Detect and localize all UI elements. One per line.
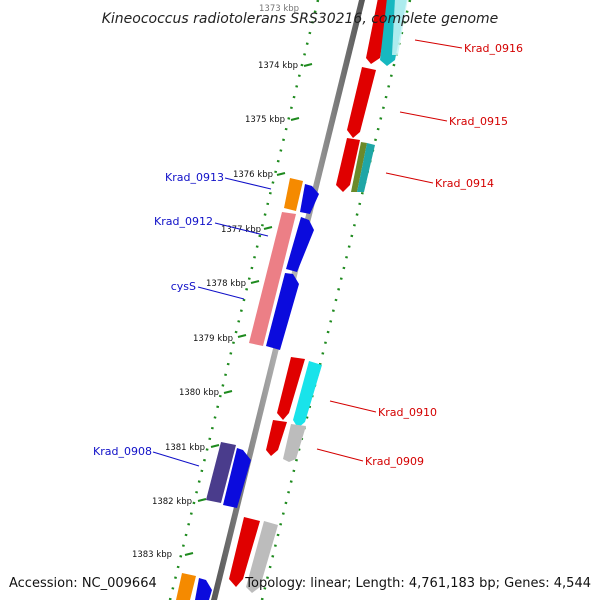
gene-cyss-blue[interactable] (266, 273, 299, 350)
gene-krad-0913-orange[interactable] (284, 178, 303, 211)
tick-label-1380: 1380 kbp (179, 388, 219, 398)
label-krad-0913[interactable]: Krad_0913 (165, 171, 224, 184)
gene-krad-0909-gray[interactable] (283, 424, 306, 462)
gene-krad-0914-teal[interactable] (357, 143, 375, 192)
gene-krad-0914-olive[interactable] (351, 142, 367, 192)
tick-label-1376: 1376 kbp (233, 170, 273, 180)
tick-labels: 1373 kbp 1374 kbp 1375 kbp 1376 kbp 1377… (132, 4, 299, 560)
label-krad-0908[interactable]: Krad_0908 (93, 445, 152, 458)
gene-krad-0912-blue[interactable] (286, 217, 314, 272)
gene-krad-0912-pink[interactable] (249, 212, 296, 346)
label-krad-0910[interactable]: Krad_0910 (378, 406, 437, 419)
accession-text: Accession: NC_009664 (9, 576, 157, 591)
gene-reverse-bottom-red[interactable] (229, 517, 260, 587)
gene-krad-0916-red[interactable] (366, 0, 390, 64)
tick-label-1375: 1375 kbp (245, 115, 285, 125)
label-krad-0915[interactable]: Krad_0915 (449, 115, 508, 128)
label-krad-0914[interactable]: Krad_0914 (435, 177, 494, 190)
gene-krad-0915[interactable] (347, 67, 376, 138)
topology-text: Topology: linear; Length: 4,761,183 bp; … (244, 576, 591, 591)
tick-label-1374: 1374 kbp (258, 61, 298, 71)
forward-strand-genes (176, 178, 319, 600)
gene-krad-0913-blue[interactable] (300, 184, 319, 214)
gene-krad-0909-red[interactable] (266, 420, 287, 456)
gene-reverse-bottom-gray[interactable] (246, 521, 278, 593)
genome-title: Kineococcus radiotolerans SRS30216, comp… (102, 11, 499, 27)
gene-krad-0914-red[interactable] (336, 138, 360, 192)
gene-krad-0908-purple[interactable] (206, 442, 236, 503)
gene-krad-0910-red[interactable] (277, 357, 305, 420)
gene-krad-0908-blue[interactable] (223, 448, 251, 508)
tick-label-1383: 1383 kbp (132, 550, 172, 560)
tick-label-1379: 1379 kbp (193, 334, 233, 344)
label-leader-lines (152, 39, 463, 467)
gene-forward-bottom-blue[interactable] (195, 578, 212, 600)
tick-label-1378: 1378 kbp (206, 279, 246, 289)
label-krad-0909[interactable]: Krad_0909 (365, 455, 424, 468)
tick-label-1373: 1373 kbp (259, 4, 299, 14)
gene-krad-0916-pale (392, 0, 408, 55)
tick-marks (184, 63, 313, 556)
gene-krad-0910-cyan[interactable] (293, 361, 322, 428)
tick-label-1377: 1377 kbp (221, 225, 261, 235)
gene-forward-bottom-orange[interactable] (176, 573, 196, 600)
right-guide-line (260, 0, 412, 600)
reverse-strand-genes (229, 0, 408, 593)
tick-label-1382: 1382 kbp (152, 497, 192, 507)
left-guide-line (168, 0, 320, 600)
gene-labels: Krad_0913 Krad_0912 cysS Krad_0908 Krad_… (93, 42, 523, 468)
label-cyss[interactable]: cysS (171, 280, 196, 293)
tick-label-1381: 1381 kbp (165, 443, 205, 453)
label-krad-0912[interactable]: Krad_0912 (154, 215, 213, 228)
label-krad-0916[interactable]: Krad_0916 (464, 42, 523, 55)
